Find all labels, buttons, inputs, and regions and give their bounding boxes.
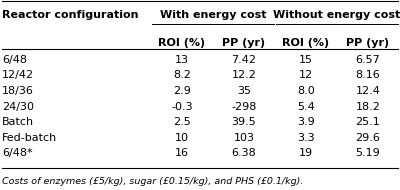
Text: 16: 16: [175, 148, 189, 158]
Text: -0.3: -0.3: [171, 102, 193, 112]
Text: 2.5: 2.5: [173, 117, 191, 127]
Text: 15: 15: [299, 55, 313, 65]
Text: Batch: Batch: [2, 117, 34, 127]
Text: 5.19: 5.19: [356, 148, 380, 158]
Text: 12.4: 12.4: [356, 86, 380, 96]
Text: ROI (%): ROI (%): [158, 38, 206, 48]
Text: 13: 13: [175, 55, 189, 65]
Text: 8.2: 8.2: [173, 70, 191, 80]
Text: 18.2: 18.2: [356, 102, 380, 112]
Text: 24/30: 24/30: [2, 102, 34, 112]
Text: 12: 12: [299, 70, 313, 80]
Text: 6/48*: 6/48*: [2, 148, 33, 158]
Text: 3.9: 3.9: [297, 117, 315, 127]
Text: 8.0: 8.0: [297, 86, 315, 96]
Text: PP (yr): PP (yr): [346, 38, 390, 48]
Text: 19: 19: [299, 148, 313, 158]
Text: 18/36: 18/36: [2, 86, 34, 96]
Text: 103: 103: [234, 133, 254, 143]
Text: 6.38: 6.38: [232, 148, 256, 158]
Text: Fed-batch: Fed-batch: [2, 133, 57, 143]
Text: ROI (%): ROI (%): [282, 38, 330, 48]
Text: 3.3: 3.3: [297, 133, 315, 143]
Text: -298: -298: [231, 102, 257, 112]
Text: 12.2: 12.2: [232, 70, 256, 80]
Text: 12/42: 12/42: [2, 70, 34, 80]
Text: Reactor configuration: Reactor configuration: [2, 10, 138, 21]
Text: 8.16: 8.16: [356, 70, 380, 80]
Text: 7.42: 7.42: [232, 55, 256, 65]
Text: 10: 10: [175, 133, 189, 143]
Text: PP (yr): PP (yr): [222, 38, 266, 48]
Text: Without energy cost: Without energy cost: [273, 10, 400, 21]
Text: 5.4: 5.4: [297, 102, 315, 112]
Text: 6.57: 6.57: [356, 55, 380, 65]
Text: 29.6: 29.6: [356, 133, 380, 143]
Text: 2.9: 2.9: [173, 86, 191, 96]
Text: Costs of enzymes (£5/kg), sugar (£0.15/kg), and PHS (£0.1/kg).: Costs of enzymes (£5/kg), sugar (£0.15/k…: [2, 177, 303, 186]
Text: 6/48: 6/48: [2, 55, 27, 65]
Text: 25.1: 25.1: [356, 117, 380, 127]
Text: With energy cost: With energy cost: [160, 10, 266, 21]
Text: 35: 35: [237, 86, 251, 96]
Text: 39.5: 39.5: [232, 117, 256, 127]
